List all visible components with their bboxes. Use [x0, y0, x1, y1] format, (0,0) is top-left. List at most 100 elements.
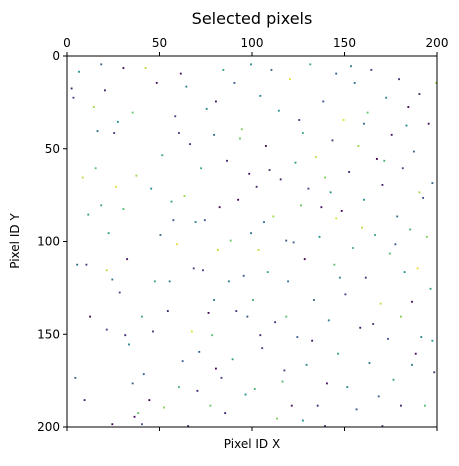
selected-pixel: [205, 107, 208, 110]
x-tick-label: 100: [241, 36, 264, 50]
selected-pixel: [264, 145, 267, 147]
selected-pixel: [326, 382, 328, 385]
selected-pixel: [224, 412, 227, 415]
selected-pixel: [126, 258, 129, 261]
selected-pixel: [218, 206, 221, 209]
selected-pixel: [379, 302, 382, 305]
selected-pixel: [433, 371, 436, 374]
selected-pixel: [200, 167, 203, 170]
y-axis-label: Pixel ID Y: [8, 213, 22, 269]
selected-pixel: [76, 263, 79, 266]
selected-pixel: [411, 363, 413, 366]
selected-pixel: [202, 269, 204, 272]
selected-pixel: [305, 363, 308, 366]
selected-pixel: [222, 68, 225, 71]
selected-pixel: [240, 128, 243, 131]
selected-pixel: [233, 81, 236, 84]
selected-pixel: [244, 393, 247, 396]
selected-pixel: [183, 195, 186, 197]
selected-pixel: [196, 389, 199, 392]
selected-pixel: [396, 215, 399, 218]
selected-pixel: [226, 159, 228, 162]
selected-pixel: [246, 315, 249, 318]
selected-pixel: [207, 311, 210, 314]
selected-pixel: [215, 100, 217, 103]
selected-pixel: [107, 232, 110, 235]
x-tick-label: 0: [63, 36, 71, 50]
selected-pixel: [338, 276, 341, 279]
selected-pixel: [74, 376, 77, 379]
selected-pixel: [235, 310, 238, 312]
selected-pixel: [250, 232, 252, 235]
selected-pixel: [274, 321, 277, 324]
y-tick-label: 50: [45, 142, 60, 156]
selected-pixel: [96, 130, 99, 133]
y-tick-label: 100: [37, 235, 60, 249]
selected-pixel: [131, 382, 134, 385]
selected-pixel: [135, 174, 138, 177]
selected-pixel: [285, 239, 288, 242]
selected-pixel: [170, 200, 173, 203]
selected-pixel: [422, 196, 425, 199]
selected-pixel: [198, 350, 201, 353]
selected-pixel: [388, 252, 391, 255]
selected-pixel: [363, 122, 365, 125]
selected-pixel: [400, 404, 402, 407]
selected-pixel: [272, 215, 275, 218]
selected-pixel: [277, 109, 280, 112]
x-axis-label: Pixel ID X: [224, 437, 280, 451]
selected-pixel: [266, 271, 269, 274]
selected-pixel: [424, 404, 426, 407]
selected-pixel: [431, 339, 434, 342]
selected-pixel: [100, 204, 103, 207]
selected-pixel: [401, 167, 404, 170]
selected-pixel: [375, 158, 378, 160]
selected-pixel: [259, 334, 262, 337]
y-axis-ticks: 0 50 100 150 200: [37, 49, 67, 434]
selected-pixel: [248, 172, 251, 175]
selected-pixel: [190, 330, 193, 333]
plot-frame: [66, 55, 438, 428]
selected-pixel: [353, 81, 356, 84]
selected-pixel: [213, 133, 215, 136]
selected-pixel: [87, 213, 90, 216]
selected-pixel: [122, 67, 125, 69]
selected-pixel: [142, 373, 145, 376]
selected-pixel: [166, 310, 169, 312]
selected-pixel: [252, 299, 254, 301]
chart-title: Selected pixels: [192, 9, 313, 28]
selected-pixel: [298, 119, 301, 121]
selected-pixel: [324, 425, 326, 427]
selected-pixel: [261, 347, 264, 350]
selected-pixel: [148, 399, 151, 402]
selected-pixel: [333, 263, 336, 266]
selected-pixel: [385, 96, 388, 99]
selected-pixel: [220, 376, 223, 379]
selected-pixel: [161, 154, 164, 157]
selected-pixel: [366, 111, 369, 114]
selected-pixel: [290, 404, 293, 407]
selected-pixel: [322, 100, 325, 103]
selected-pixel: [400, 315, 402, 318]
selected-pixel: [359, 326, 362, 329]
selected-pixel: [316, 404, 319, 407]
selected-pixel: [115, 185, 117, 188]
selected-pixel: [155, 81, 158, 84]
y-tick-label: 0: [52, 49, 60, 63]
selected-pixel: [83, 399, 86, 402]
selected-pixel: [163, 406, 166, 409]
selected-pixel: [141, 423, 143, 426]
selected-pixel: [70, 87, 73, 90]
selected-pixel: [159, 234, 162, 236]
selected-pixel: [89, 315, 92, 318]
selected-pixel: [342, 119, 345, 121]
selected-pixel: [374, 234, 376, 236]
selected-pixel: [301, 132, 304, 134]
selected-pixel: [329, 191, 332, 194]
selected-pixel: [392, 378, 395, 381]
selected-pixel: [418, 93, 421, 95]
selected-pixel: [377, 395, 380, 398]
selected-pixel: [72, 96, 75, 99]
selected-pixel: [292, 241, 295, 244]
selected-pixel: [351, 247, 354, 249]
